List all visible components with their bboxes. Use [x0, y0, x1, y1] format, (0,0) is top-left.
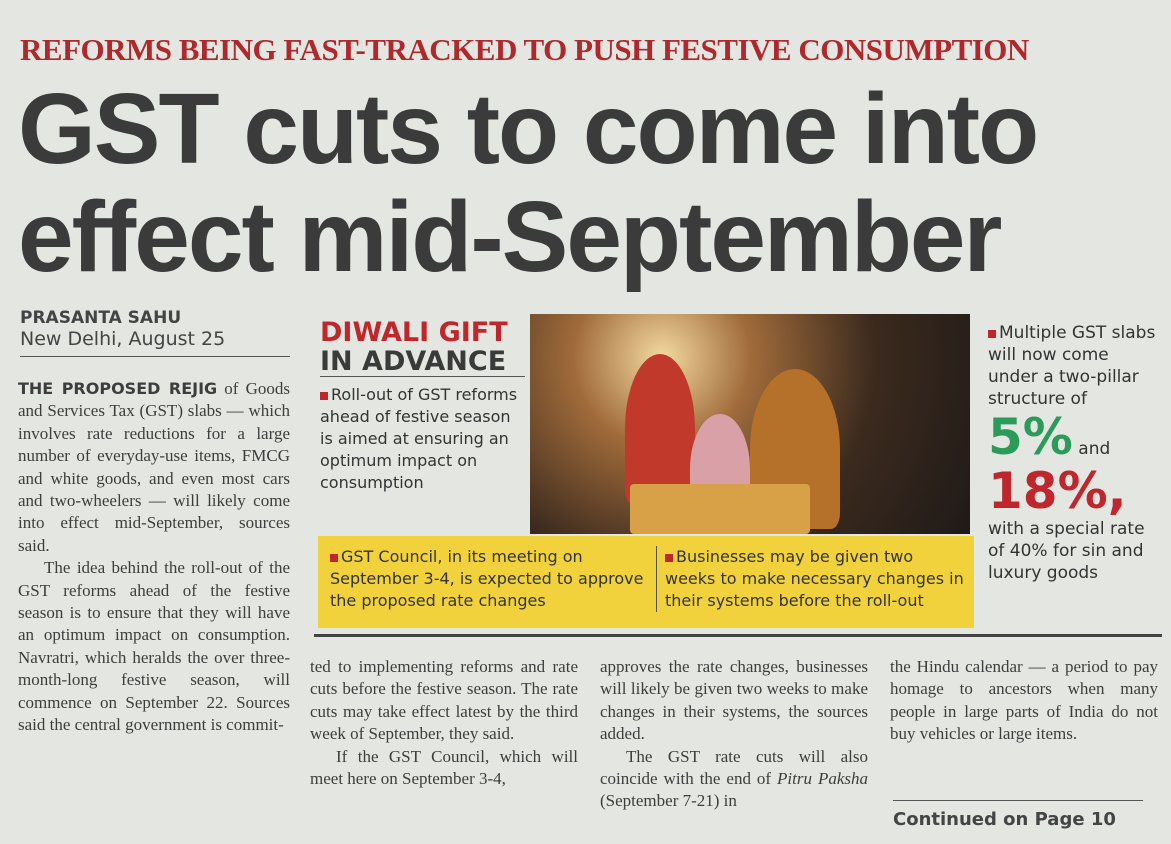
title-line-1: DIWALI GIFT	[320, 317, 508, 348]
paragraph: approves the rate changes, businesses wi…	[600, 657, 868, 744]
article-column-1: THE PROPOSED REJIG of Goods and Services…	[18, 378, 290, 737]
bullet: Roll-out of GST reforms ahead of festive…	[320, 384, 520, 494]
bullet: Businesses may be given two weeks to mak…	[656, 546, 965, 612]
bullet-text: Businesses may be given two weeks to mak…	[665, 547, 964, 610]
highlight-band	[318, 536, 974, 628]
continued-link[interactable]: Continued on Page 10	[893, 800, 1143, 830]
bullet-square-icon	[320, 392, 328, 400]
headline: GST cuts to come into effect mid-Septembe…	[18, 73, 1039, 293]
paragraph: The idea behind the roll-out of the GST …	[18, 558, 290, 735]
article-column-4: the Hindu calendar — a period to pay hom…	[890, 656, 1158, 746]
bullet: GST Council, in its meeting on September…	[330, 546, 650, 612]
and-text: and	[1078, 439, 1111, 459]
paragraph: The GST rate cuts will also coincide wit…	[600, 746, 868, 813]
bullet-square-icon	[988, 330, 996, 338]
kicker: REFORMS BEING FAST-TRACKED TO PUSH FESTI…	[20, 32, 1029, 67]
paragraph: of Goods and Services Tax (GST) slabs — …	[18, 379, 290, 555]
rate-structure: Multiple GST slabs will now come under a…	[988, 322, 1162, 584]
italic-term: Pitru Paksha	[777, 769, 868, 789]
bullet-square-icon	[665, 554, 673, 562]
bullet-text: GST Council, in its meeting on September…	[330, 547, 644, 610]
rate-5: 5%	[988, 408, 1073, 466]
text: (September 7-21) in	[600, 791, 737, 811]
rate-special: with a special rate of 40% for sin and l…	[988, 519, 1145, 583]
article-column-3: approves the rate changes, businesses wi…	[600, 656, 868, 813]
title-line-2: IN ADVANCE	[320, 346, 507, 377]
bullet-square-icon	[330, 554, 338, 562]
rate-intro: Multiple GST slabs will now come under a…	[988, 323, 1156, 409]
infographic: DIWALI GIFT IN ADVANCE Roll-out of GST re…	[314, 314, 1162, 637]
article-column-2: ted to implementing reforms and rate cut…	[310, 656, 578, 790]
family-shopping-photo	[530, 314, 970, 534]
lead-in: THE PROPOSED REJIG	[18, 379, 218, 398]
paragraph: ted to implementing reforms and rate cut…	[310, 657, 578, 744]
paragraph: the Hindu calendar — a period to pay hom…	[890, 657, 1158, 744]
rate-18: 18%,	[988, 462, 1127, 520]
dateline: New Delhi, August 25	[20, 328, 226, 350]
paragraph: If the GST Council, which will meet here…	[310, 746, 578, 789]
headline-line-2: effect mid-September	[18, 181, 1002, 293]
bullet-text: Roll-out of GST reforms ahead of festive…	[320, 385, 518, 492]
text: The GST rate cuts will also coincide wit…	[600, 746, 868, 789]
headline-line-1: GST cuts to come into	[18, 73, 1039, 185]
infographic-title: DIWALI GIFT IN ADVANCE	[320, 318, 525, 377]
byline: PRASANTA SAHU New Delhi, August 25	[20, 308, 290, 357]
author: PRASANTA SAHU	[20, 308, 182, 328]
photo-bags	[630, 484, 810, 534]
photo-figure	[625, 354, 695, 504]
